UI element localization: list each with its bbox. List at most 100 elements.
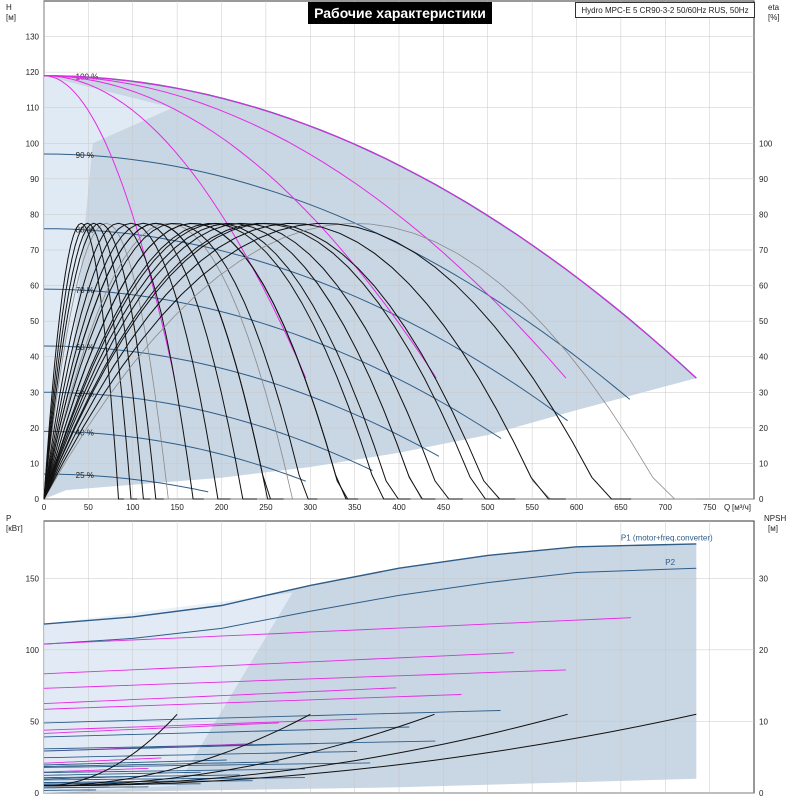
- speed-curve: [44, 473, 209, 493]
- p2-max-curve: [43, 567, 697, 645]
- speed-label: 90 %: [76, 151, 94, 160]
- efficiency-curve: [43, 222, 632, 500]
- pump-count-curve: [43, 75, 697, 379]
- power-axis-title: P: [6, 514, 11, 523]
- power-left-tick-label: 0: [35, 789, 40, 798]
- pump-count-curve: [43, 75, 175, 379]
- npsh-curve: [44, 713, 435, 787]
- power-axis-unit: [кВт]: [6, 524, 23, 533]
- q-tick-label: 100: [126, 503, 140, 512]
- power-series-label: P2: [665, 558, 675, 567]
- p1-max-curve: [43, 543, 697, 625]
- efficiency-curve: [43, 222, 318, 500]
- power-curve: [43, 718, 358, 731]
- head-left-tick-label: 90: [30, 175, 39, 184]
- efficiency-curve: [43, 222, 151, 500]
- power-curve: [43, 750, 358, 759]
- q-tick-label: 250: [259, 503, 273, 512]
- npsh-curve: [44, 713, 311, 787]
- head-left-tick-label: 100: [26, 139, 40, 148]
- npsh-right-tick-label: 0: [759, 789, 764, 798]
- q-tick-label: 200: [215, 503, 229, 512]
- npsh-curve: [44, 713, 697, 787]
- power-curve: [43, 762, 371, 768]
- eta-right-tick-label: 50: [759, 317, 768, 326]
- speed-curve: [44, 391, 373, 471]
- pump-count-curve: [43, 75, 567, 379]
- head-left-tick-label: 40: [30, 353, 39, 362]
- speed-curve: [43, 153, 631, 400]
- q-tick-label: 0: [42, 503, 47, 512]
- power-curve: [43, 767, 149, 773]
- power-curve: [43, 786, 149, 789]
- efficiency-curve: [43, 222, 311, 500]
- head-left-tick-label: 130: [26, 33, 40, 42]
- eta-axis-title: eta: [768, 3, 780, 12]
- power-curve: [43, 771, 201, 776]
- power-curve: [43, 782, 123, 785]
- head-left-tick-label: 120: [26, 68, 40, 77]
- q-axis-unit: [м³/ч]: [732, 503, 751, 512]
- npsh-right-tick-label: 10: [759, 717, 768, 726]
- efficiency-curve: [43, 222, 411, 500]
- power-curve: [43, 617, 632, 645]
- power-low-flow-region: [44, 592, 293, 793]
- q-tick-label: 600: [570, 503, 584, 512]
- head-axis-unit: [м]: [6, 13, 16, 22]
- q-tick-label: 750: [703, 503, 717, 512]
- q-axis-title: Q: [724, 503, 730, 512]
- eta-right-tick-label: 90: [759, 175, 768, 184]
- head-left-tick-label: 80: [30, 210, 39, 219]
- eta-right-tick-label: 100: [759, 139, 773, 148]
- head-operating-range: [44, 75, 697, 499]
- power-curve: [43, 761, 279, 767]
- efficiency-curve: [43, 222, 231, 500]
- head-chart: 0 10 20 30 40 50 60 70 80 90 100 110 120 130 0 10 20 30 40…: [6, 0, 780, 512]
- q-tick-label: 150: [170, 503, 184, 512]
- power-curve: [43, 687, 397, 705]
- q-tick-label: 500: [481, 503, 495, 512]
- power-curve: [44, 789, 97, 791]
- npsh-right-tick-label: 30: [759, 574, 768, 583]
- power-curve: [43, 726, 410, 738]
- head-left-tick-label: 30: [30, 388, 39, 397]
- power-curve: [43, 669, 566, 689]
- q-tick-label: 300: [304, 503, 318, 512]
- speed-label: 70 %: [76, 286, 94, 295]
- eta-right-tick-label: 10: [759, 459, 768, 468]
- npsh-axis-unit: [м]: [768, 524, 778, 533]
- power-left-tick-label: 150: [26, 574, 40, 583]
- power-curve: [43, 740, 436, 750]
- head-left-tick-label: 20: [30, 424, 39, 433]
- eta-right-tick-label: 60: [759, 282, 768, 291]
- eta-right-tick-label: 20: [759, 424, 768, 433]
- efficiency-curve: [43, 222, 164, 500]
- pump-model-label: Hydro MPC-E 5 CR90-3-2 50/60Hz RUS, 50Hz: [575, 2, 755, 18]
- power-curve: [43, 757, 162, 764]
- q-tick-label: 550: [525, 503, 539, 512]
- q-tick-label: 450: [437, 503, 451, 512]
- q-tick-label: 50: [84, 503, 93, 512]
- npsh-right-tick-label: 20: [759, 646, 768, 655]
- head-left-tick-label: 60: [30, 282, 39, 291]
- head-left-tick-label: 110: [26, 104, 39, 113]
- head-left-tick-label: 70: [30, 246, 39, 255]
- efficiency-curve: [43, 222, 697, 500]
- efficiency-curve: [43, 222, 359, 500]
- efficiency-curve: [43, 222, 204, 500]
- head-axis-title: H: [6, 3, 12, 12]
- efficiency-curve: [43, 222, 178, 500]
- power-curve: [43, 710, 501, 724]
- eta-right-tick-label: 40: [759, 353, 768, 362]
- head-left-tick-label: 10: [30, 459, 39, 468]
- power-curve: [43, 759, 227, 766]
- npsh-axis-title: NPSH: [764, 514, 786, 523]
- pump-count-curve: [43, 75, 307, 379]
- q-tick-label: 650: [614, 503, 628, 512]
- speed-label: 25 %: [76, 471, 94, 480]
- eta-right-tick-label: 80: [759, 210, 768, 219]
- speed-curve: [43, 228, 568, 422]
- head-left-tick-label: 0: [35, 495, 40, 504]
